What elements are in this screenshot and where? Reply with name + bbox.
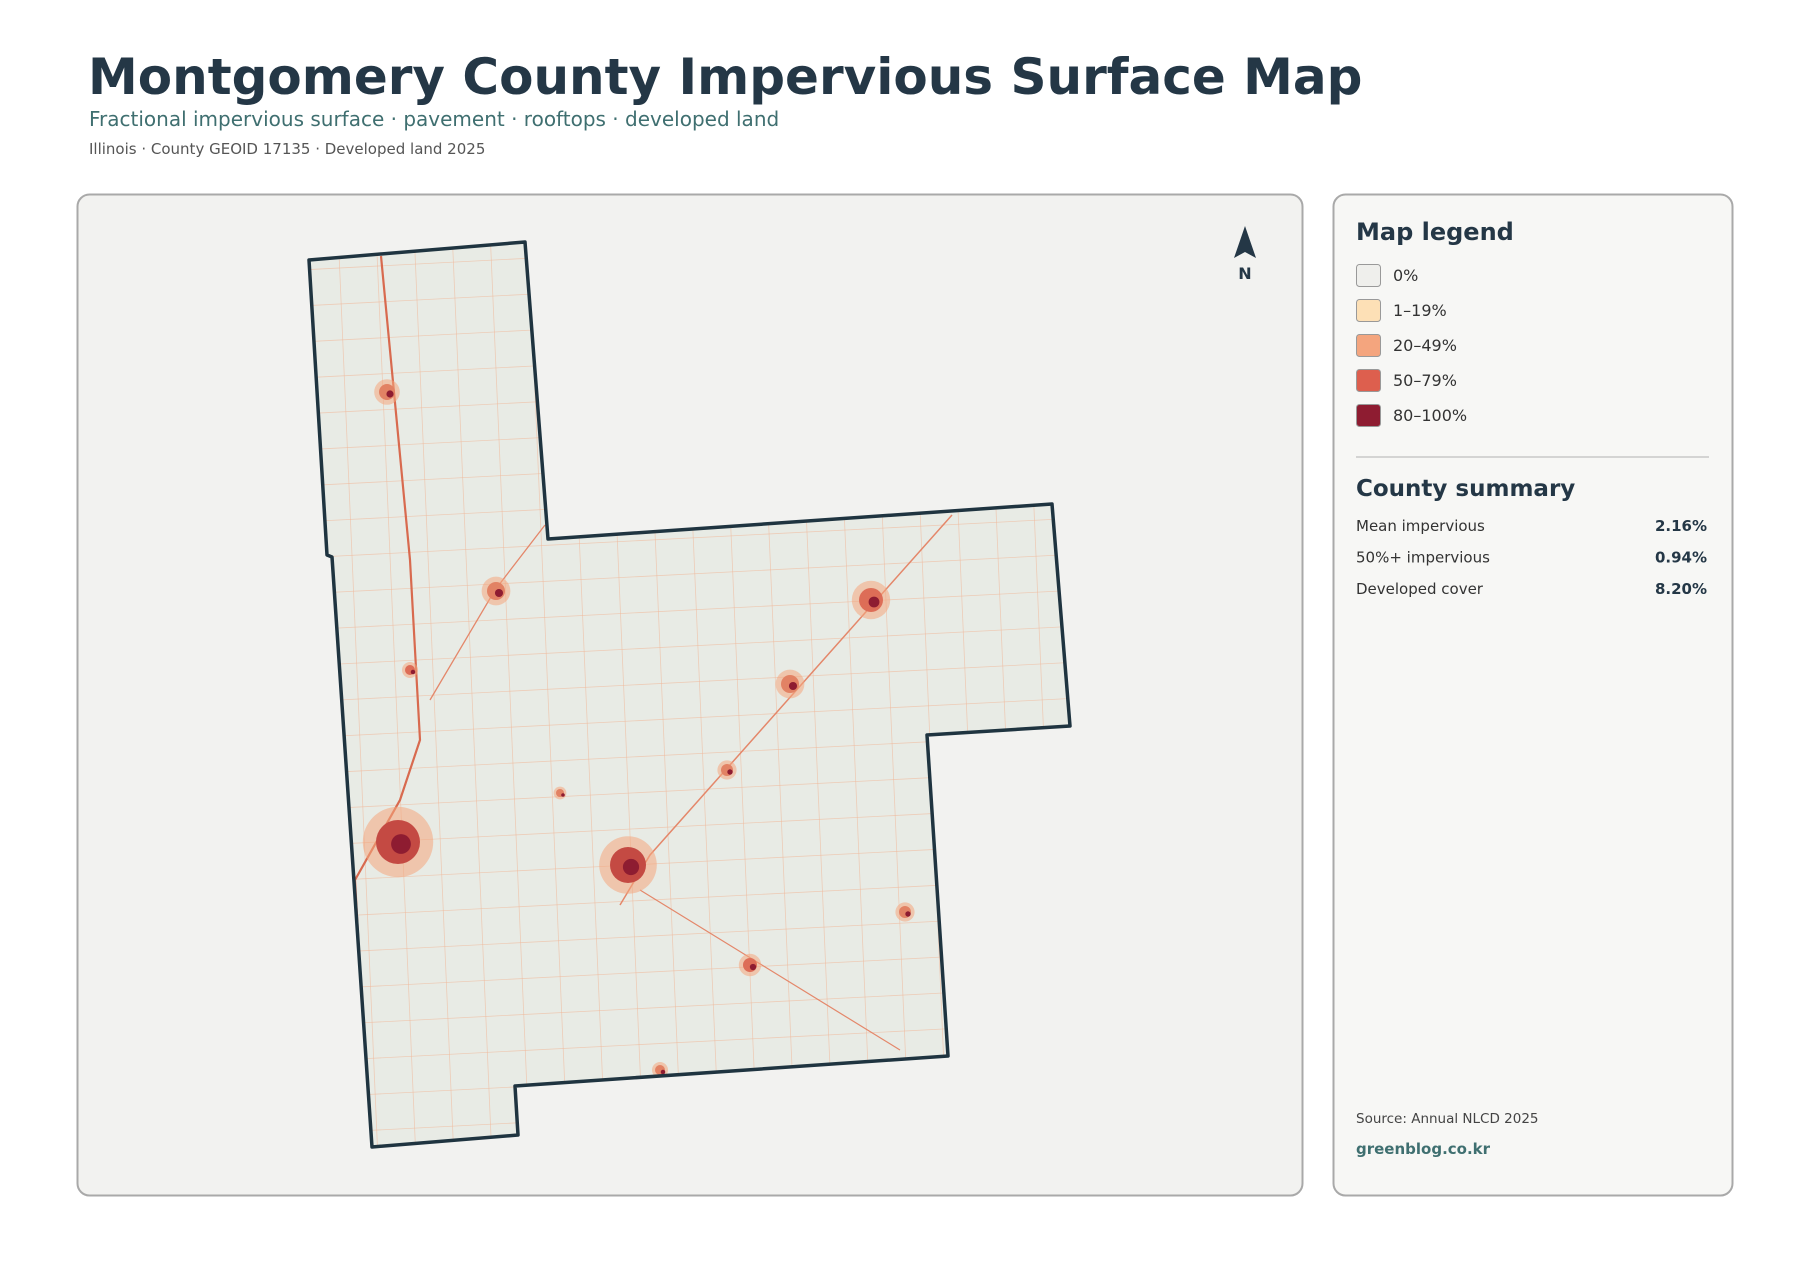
- legend-swatch: [1356, 404, 1381, 427]
- summary-label: 50%+ impervious: [1356, 549, 1490, 567]
- town: [749, 963, 757, 971]
- legend-label: 50–79%: [1393, 371, 1457, 390]
- title: Montgomery County Impervious Surface Map: [88, 48, 1362, 106]
- road: [309, 553, 1070, 595]
- source: Source: Annual NLCD 2025: [1356, 1111, 1539, 1127]
- town: [391, 834, 411, 854]
- road: [309, 589, 1070, 631]
- north-label: N: [1238, 264, 1251, 283]
- north-arrow: [1234, 226, 1256, 258]
- summary-label: Developed cover: [1356, 580, 1484, 598]
- town: [905, 911, 911, 917]
- subtitle: Fractional impervious surface · pavement…: [89, 107, 779, 131]
- road: [309, 625, 1070, 667]
- town: [660, 1069, 666, 1075]
- town: [788, 681, 798, 691]
- town: [868, 596, 880, 608]
- legend-label: 20–49%: [1393, 336, 1457, 355]
- town: [727, 769, 733, 775]
- summary-value: 8.20%: [1655, 580, 1707, 598]
- summary-title: County summary: [1356, 476, 1575, 502]
- legend-swatch: [1356, 299, 1381, 322]
- town: [494, 588, 504, 598]
- county-fill: [309, 242, 1070, 1147]
- town: [386, 390, 394, 398]
- summary-value: 0.94%: [1655, 549, 1707, 567]
- highway: [639, 889, 901, 1051]
- legend-swatch: [1356, 369, 1381, 392]
- legend-title: Map legend: [1356, 218, 1514, 246]
- summary-value: 2.16%: [1655, 517, 1707, 535]
- county-outline: [307, 240, 1072, 1149]
- site: greenblog.co.kr: [1356, 1140, 1491, 1158]
- road: [309, 661, 1070, 703]
- legend-label: 1–19%: [1393, 301, 1447, 320]
- road: [451, 242, 493, 1147]
- road: [309, 697, 1070, 739]
- summary-label: Mean impervious: [1356, 517, 1485, 535]
- legend-swatch: [1356, 264, 1381, 287]
- legend-label: 80–100%: [1393, 406, 1467, 425]
- road: [489, 242, 531, 1147]
- side-panel: [1332, 193, 1734, 1197]
- road: [309, 517, 1070, 559]
- summary: Mean impervious 2.16% 50%+ impervious 0.94%…: [1356, 517, 1707, 598]
- road: [337, 242, 379, 1147]
- meta: Illinois · County GEOID 17135 · Develope…: [89, 140, 485, 158]
- legend-label: 0%: [1393, 266, 1418, 285]
- town: [410, 669, 416, 675]
- legend: 0% 1–19% 20–49% 50–79% 80–100%: [1356, 264, 1467, 427]
- town: [561, 793, 565, 797]
- legend-swatch: [1356, 334, 1381, 357]
- town: [622, 858, 640, 876]
